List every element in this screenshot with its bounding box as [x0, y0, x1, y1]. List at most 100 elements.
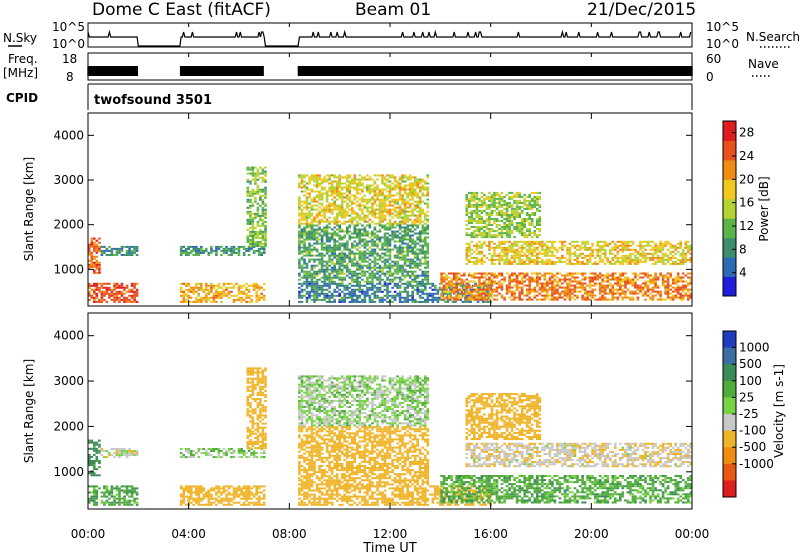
echo-cell [493, 274, 496, 277]
echo-cell [361, 184, 364, 187]
echo-cell [406, 206, 409, 209]
echo-cell [424, 258, 427, 261]
echo-cell [338, 210, 341, 213]
echo-cell [416, 206, 419, 209]
echo-cell [398, 222, 402, 225]
echo-cell [681, 276, 685, 279]
echo-cell [310, 178, 314, 181]
echo-cell [561, 292, 564, 295]
echo-cell [261, 168, 265, 171]
echo-cell [259, 224, 262, 227]
echo-cell [528, 252, 531, 255]
echo-cell [308, 296, 311, 299]
echo-cell [475, 292, 479, 295]
echo-cell [503, 296, 506, 299]
echo-cell [413, 220, 417, 223]
echo-cell [413, 242, 417, 245]
echo-cell [500, 278, 504, 281]
echo-cell [513, 272, 516, 275]
echo-cell [646, 288, 650, 291]
echo-cell [88, 245, 91, 248]
echo-cell [363, 206, 367, 209]
echo-cell [386, 226, 389, 229]
echo-cell [403, 184, 407, 187]
echo-cell [515, 240, 519, 243]
echo-cell [358, 246, 362, 249]
echo-cell [373, 248, 377, 251]
echo-cell [300, 228, 304, 231]
echo-cell [518, 280, 521, 283]
echo-cell [343, 210, 346, 213]
echo-cell [386, 250, 389, 253]
echo-cell [411, 300, 414, 303]
echo-cell [465, 278, 469, 281]
echo-cell [108, 294, 111, 297]
echo-cell [656, 278, 660, 281]
echo-cell [460, 280, 464, 283]
echo-cell [358, 232, 362, 235]
echo-cell [298, 238, 301, 241]
echo-cell [666, 276, 670, 279]
nsky-trace [87, 29, 692, 47]
echo-cell [261, 230, 265, 233]
echo-cell [518, 290, 521, 293]
echo-cell [262, 296, 266, 299]
echo-cell [212, 300, 216, 303]
echo-cell [195, 286, 198, 289]
echo-cell [388, 256, 392, 259]
echo-cell [356, 300, 359, 303]
echo-cell [450, 290, 453, 293]
echo-cell [366, 184, 369, 187]
echo-cell [358, 296, 362, 299]
echo-cell [418, 218, 422, 221]
echo-cell [571, 288, 574, 291]
echo-cell [411, 208, 414, 211]
echo-cell [403, 288, 407, 291]
echo-cell [192, 245, 195, 248]
echo-cell [436, 296, 440, 299]
echo-cell [323, 260, 326, 263]
echo-cell [340, 252, 344, 255]
echo-cell [128, 249, 131, 252]
echo-cell [687, 276, 690, 279]
echo-cell [356, 216, 359, 219]
echo-cell [298, 176, 301, 179]
echo-cell [351, 194, 354, 197]
echo-cell [232, 245, 236, 248]
echo-cell [363, 254, 367, 257]
echo-cell [510, 272, 514, 275]
echo-cell [426, 250, 430, 253]
echo-cell [478, 292, 481, 295]
echo-cell [530, 250, 534, 253]
echo-cell [110, 251, 114, 254]
echo-cell [424, 242, 427, 245]
echo-cell [351, 260, 354, 263]
echo-cell [478, 298, 481, 301]
echo-cell [515, 288, 519, 291]
echo-cell [381, 244, 384, 247]
echo-cell [353, 280, 357, 283]
echo-cell [383, 260, 387, 263]
echo-cell [93, 249, 96, 252]
echo-cell [411, 250, 414, 253]
echo-cell [237, 249, 241, 252]
echo-cell [478, 272, 481, 275]
echo-cell [495, 298, 499, 301]
echo-cell [376, 230, 379, 233]
echo-cell [556, 298, 559, 301]
echo-cell [388, 264, 392, 267]
echo-cell [681, 296, 685, 299]
echo-cell [333, 270, 336, 273]
echo-cell [298, 220, 301, 223]
echo-cell [490, 262, 494, 265]
echo-cell [681, 288, 685, 291]
echo-cell [98, 271, 101, 274]
echo-cell [470, 240, 474, 243]
echo-cell [220, 286, 223, 289]
echo-cell [373, 264, 377, 267]
echo-cell [468, 258, 471, 261]
echo-cell [88, 259, 91, 262]
echo-cell [333, 276, 336, 279]
echo-cell [348, 192, 352, 195]
echo-cell [568, 290, 572, 293]
